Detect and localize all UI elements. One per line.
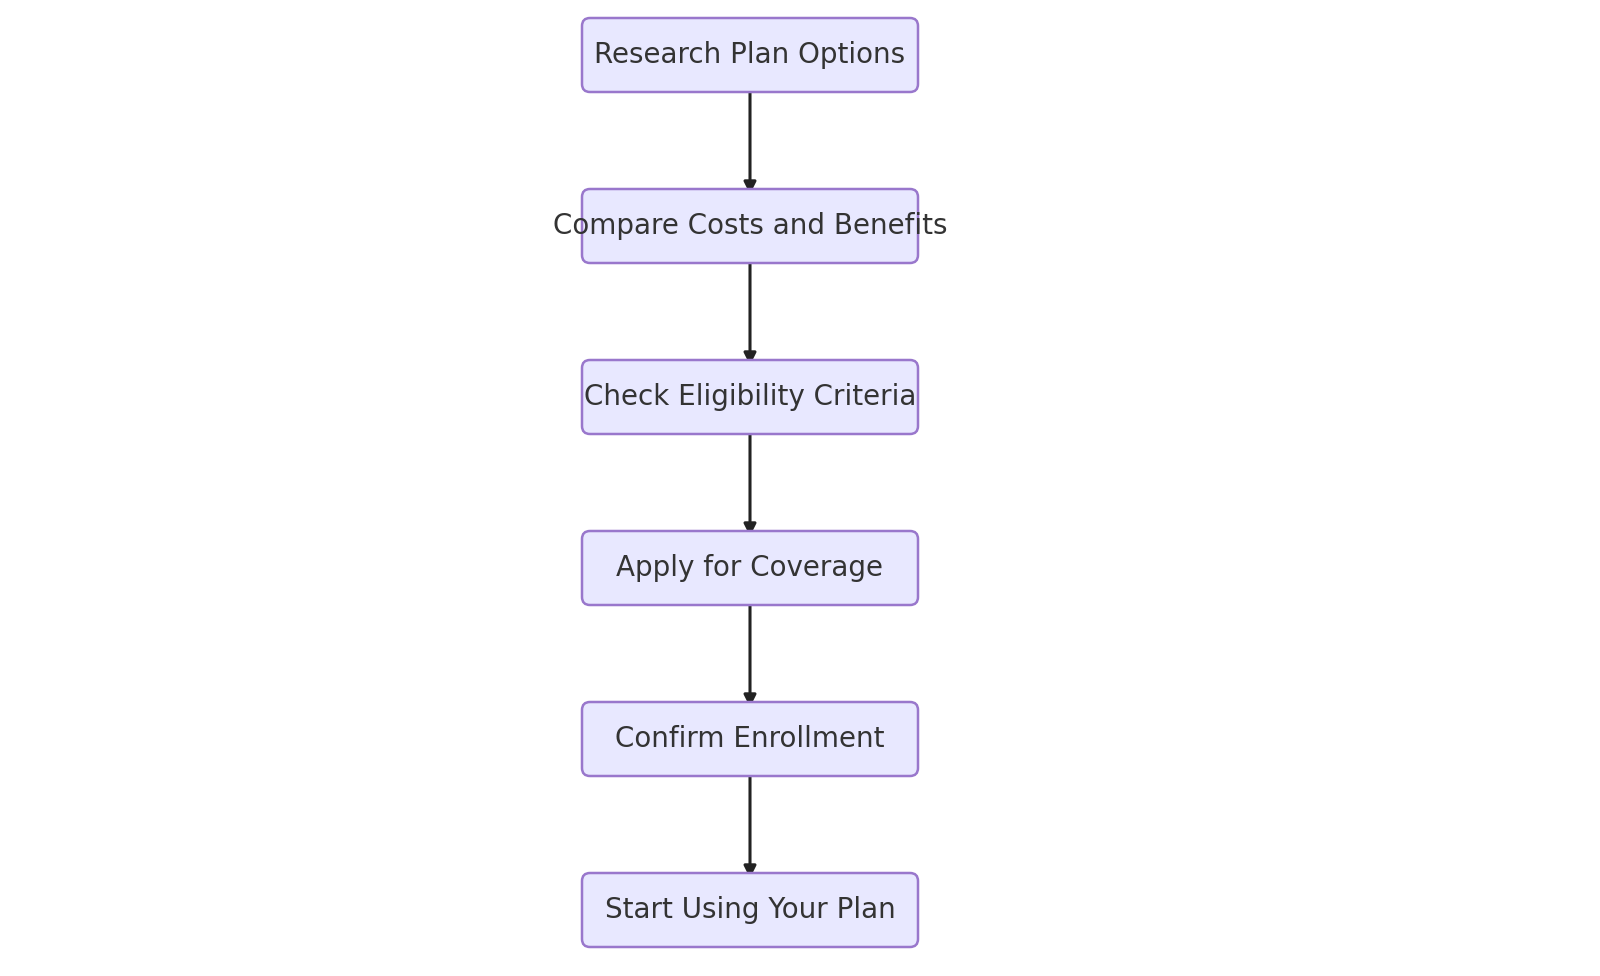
FancyBboxPatch shape xyxy=(582,189,918,263)
FancyBboxPatch shape xyxy=(582,360,918,434)
FancyBboxPatch shape xyxy=(582,531,918,605)
FancyBboxPatch shape xyxy=(582,702,918,776)
FancyBboxPatch shape xyxy=(582,873,918,947)
Text: Check Eligibility Criteria: Check Eligibility Criteria xyxy=(584,383,917,411)
Text: Compare Costs and Benefits: Compare Costs and Benefits xyxy=(552,212,947,240)
Text: Apply for Coverage: Apply for Coverage xyxy=(616,554,883,582)
Text: Confirm Enrollment: Confirm Enrollment xyxy=(616,725,885,753)
FancyBboxPatch shape xyxy=(582,18,918,92)
Text: Start Using Your Plan: Start Using Your Plan xyxy=(605,896,896,924)
Text: Research Plan Options: Research Plan Options xyxy=(595,41,906,69)
